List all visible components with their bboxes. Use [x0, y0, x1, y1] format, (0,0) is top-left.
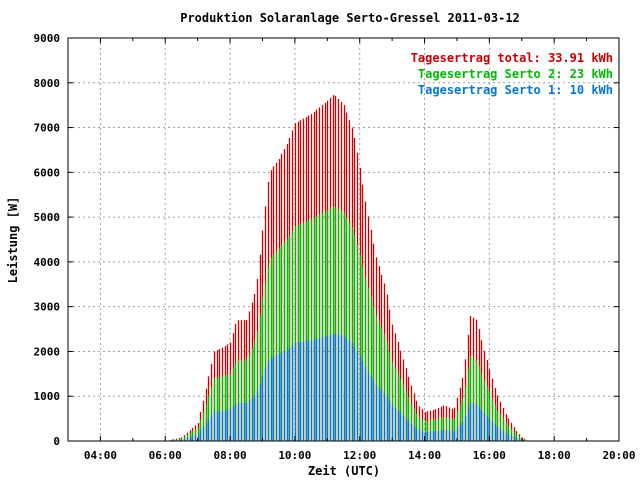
- x-tick-label: 10:00: [278, 449, 311, 462]
- y-tick-label: 4000: [34, 256, 61, 269]
- y-tick-label: 8000: [34, 77, 61, 90]
- x-tick-label: 14:00: [408, 449, 441, 462]
- y-tick-label: 1000: [34, 390, 61, 403]
- y-tick-label: 5000: [34, 211, 61, 224]
- x-axis-label: Zeit (UTC): [308, 464, 380, 478]
- legend: Tagesertrag total: 33.91 kWh Tagesertrag …: [411, 51, 613, 97]
- y-axis-label: Leistung [W]: [6, 197, 20, 284]
- legend-entry: Tagesertrag Serto 2: 23 kWh: [418, 67, 613, 81]
- y-tick-label: 3000: [34, 301, 61, 314]
- y-tick-label: 2000: [34, 345, 61, 358]
- chart-title: Produktion Solaranlage Serto-Gressel 201…: [180, 11, 520, 25]
- tick-labels: 0 1000 2000 3000 4000 5000 6000 7000 8000 9000 04:…: [34, 32, 636, 462]
- y-tick-label: 0: [53, 435, 60, 448]
- plot-frame: [67, 37, 620, 442]
- y-tick-label: 9000: [34, 32, 61, 45]
- y-tick-label: 7000: [34, 122, 61, 135]
- x-tick-label: 06:00: [149, 449, 182, 462]
- x-tick-label: 04:00: [84, 449, 117, 462]
- bars: [167, 95, 529, 441]
- x-tick-label: 18:00: [538, 449, 571, 462]
- legend-entry: Tagesertrag Serto 1: 10 kWh: [418, 83, 613, 97]
- legend-entry: Tagesertrag total: 33.91 kWh: [411, 51, 613, 65]
- y-tick-label: 6000: [34, 166, 61, 179]
- x-tick-label: 08:00: [213, 449, 246, 462]
- x-tick-label: 12:00: [343, 449, 376, 462]
- x-tick-label: 16:00: [473, 449, 506, 462]
- x-tick-label: 20:00: [602, 449, 635, 462]
- ticks: [67, 37, 620, 442]
